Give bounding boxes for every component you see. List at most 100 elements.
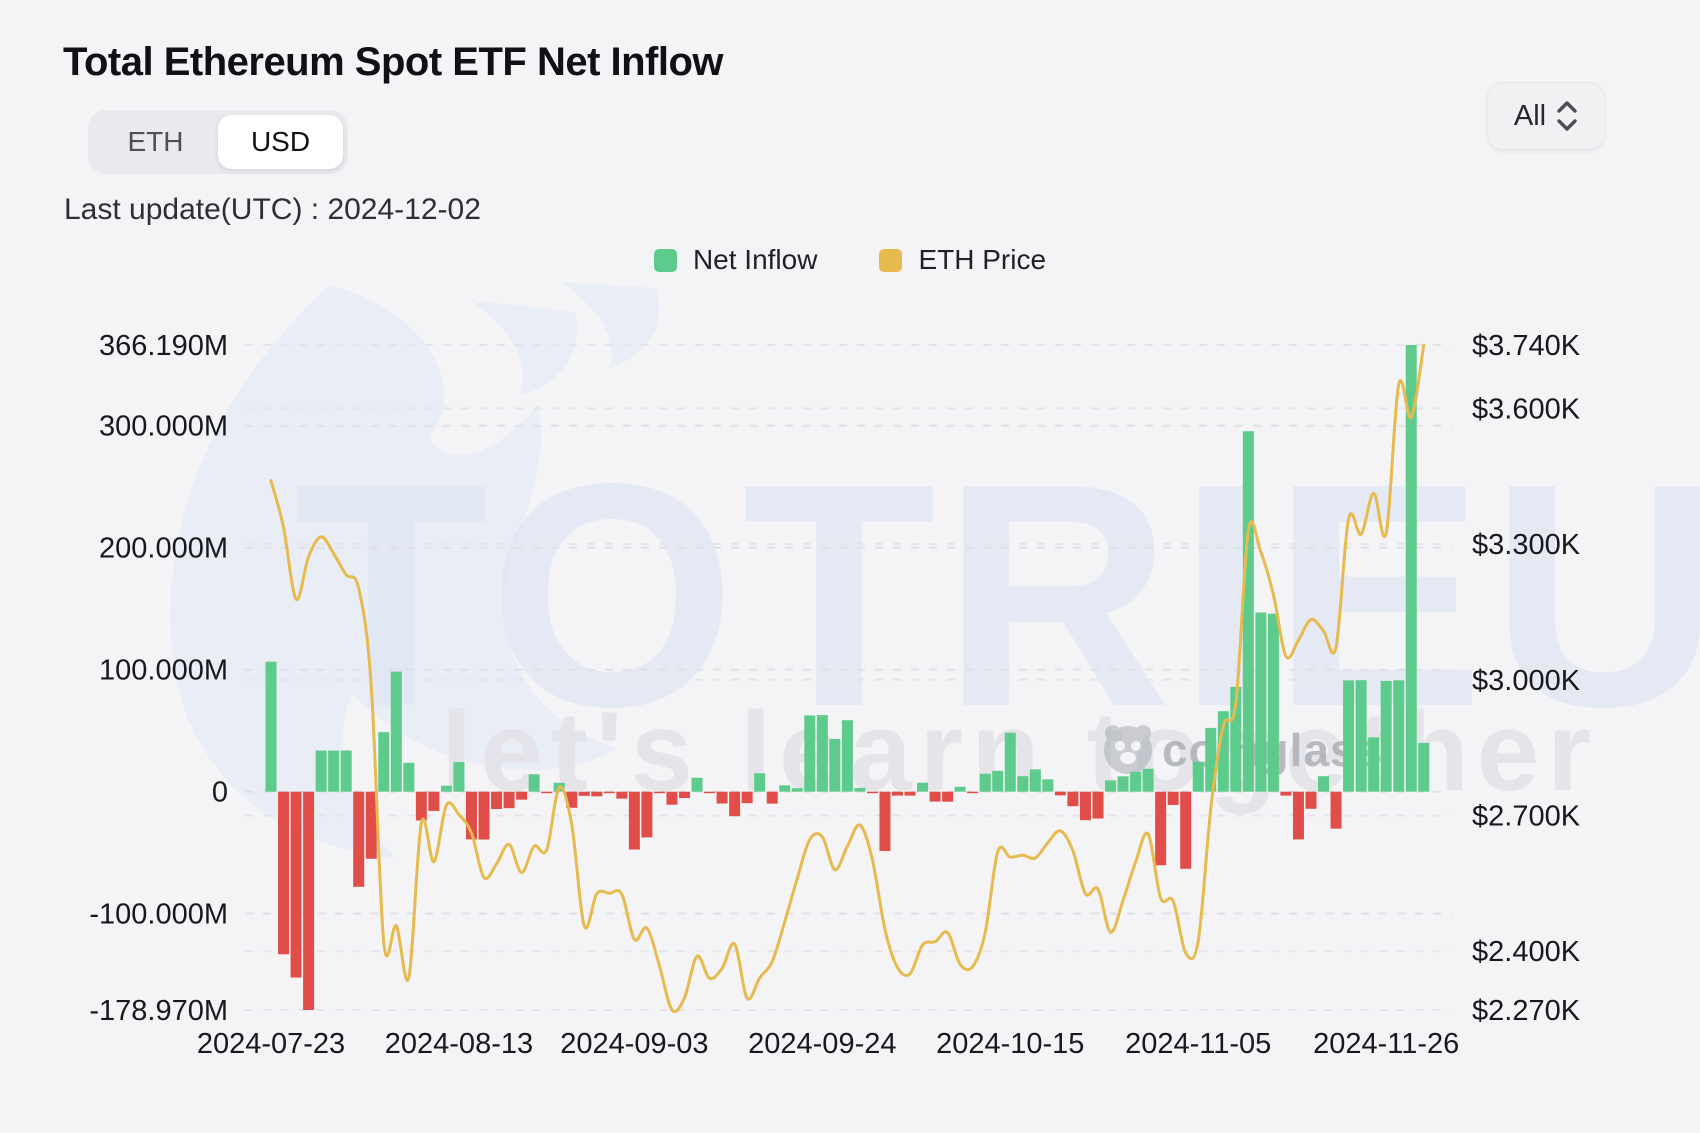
net-inflow-bar[interactable] [1355, 680, 1367, 792]
net-inflow-bar[interactable] [378, 732, 390, 792]
net-inflow-bar[interactable] [1380, 680, 1392, 792]
net-inflow-bar[interactable] [829, 738, 841, 792]
net-inflow-bar[interactable] [1255, 612, 1267, 792]
net-inflow-bar[interactable] [1180, 791, 1192, 869]
net-inflow-bar[interactable] [453, 762, 465, 792]
toggle-eth-button[interactable]: ETH [127, 126, 184, 157]
net-inflow-bar[interactable] [1292, 791, 1304, 840]
net-inflow-bar[interactable] [541, 791, 553, 794]
net-inflow-bar[interactable] [704, 791, 716, 794]
net-inflow-bar[interactable] [616, 791, 628, 799]
net-inflow-bar[interactable] [741, 791, 753, 804]
net-inflow-bar[interactable] [1330, 791, 1342, 829]
net-inflow-bar[interactable] [804, 715, 816, 792]
net-inflow-bar[interactable] [1167, 791, 1179, 805]
net-inflow-bar[interactable] [691, 777, 703, 792]
net-inflow-bar[interactable] [1230, 686, 1242, 792]
net-inflow-bar[interactable] [641, 791, 653, 838]
net-inflow-bar[interactable] [1418, 742, 1430, 792]
net-inflow-bar[interactable] [1305, 791, 1317, 809]
net-inflow-bar[interactable] [628, 791, 640, 850]
net-inflow-bar[interactable] [340, 750, 352, 792]
net-inflow-bar[interactable] [415, 791, 427, 821]
net-inflow-bar[interactable] [491, 791, 503, 810]
net-inflow-bar[interactable] [854, 787, 866, 792]
net-inflow-bar[interactable] [1067, 791, 1079, 807]
net-inflow-bar[interactable] [403, 762, 415, 792]
net-inflow-bar[interactable] [1079, 791, 1091, 821]
net-inflow-bar[interactable] [603, 791, 615, 794]
net-inflow-bar[interactable] [390, 671, 402, 792]
net-inflow-bar[interactable] [566, 791, 578, 808]
net-inflow-bar[interactable] [265, 661, 277, 792]
net-inflow-bar[interactable] [1318, 776, 1330, 792]
net-inflow-bar[interactable] [516, 791, 528, 800]
net-inflow-bar[interactable] [465, 791, 477, 840]
net-inflow-bar[interactable] [866, 791, 878, 794]
net-inflow-bar[interactable] [428, 791, 440, 811]
net-inflow-bar[interactable] [1130, 771, 1142, 792]
net-inflow-bar[interactable] [954, 786, 966, 792]
net-inflow-bar[interactable] [353, 791, 365, 887]
net-inflow-bar[interactable] [791, 788, 803, 792]
net-inflow-bar[interactable] [1393, 680, 1405, 792]
net-inflow-bar[interactable] [766, 791, 778, 804]
net-inflow-bar[interactable] [1042, 779, 1054, 792]
net-inflow-bar[interactable] [591, 791, 603, 797]
net-inflow-bar[interactable] [879, 791, 891, 851]
net-inflow-bar[interactable] [1105, 780, 1117, 792]
net-inflow-bar[interactable] [1092, 791, 1104, 819]
net-inflow-bar[interactable] [1343, 680, 1355, 792]
net-inflow-bar[interactable] [917, 782, 929, 792]
net-inflow-bar[interactable] [1017, 776, 1029, 792]
net-inflow-bar[interactable] [841, 720, 853, 792]
net-inflow-bar[interactable] [653, 791, 665, 794]
net-inflow-bar[interactable] [290, 791, 302, 978]
net-inflow-bar[interactable] [1405, 345, 1417, 792]
net-inflow-bar[interactable] [929, 791, 941, 802]
net-inflow-bar[interactable] [1192, 761, 1204, 792]
net-inflow-bar[interactable] [1142, 768, 1154, 792]
net-inflow-bar[interactable] [1004, 732, 1016, 792]
net-inflow-bar[interactable] [1267, 613, 1279, 792]
net-inflow-bar[interactable] [1029, 769, 1041, 792]
net-inflow-bar[interactable] [754, 773, 766, 792]
legend-item-net-inflow[interactable]: Net Inflow [653, 244, 817, 276]
net-inflow-bar[interactable] [365, 791, 377, 859]
net-inflow-bar[interactable] [315, 750, 327, 792]
currency-toggle[interactable]: ETH USD [88, 110, 348, 174]
net-inflow-bar[interactable] [278, 791, 290, 955]
net-inflow-bar[interactable] [1217, 711, 1229, 792]
net-inflow-bar[interactable] [1155, 791, 1167, 866]
net-inflow-bar[interactable] [1368, 737, 1380, 792]
net-inflow-bar[interactable] [816, 715, 828, 792]
net-inflow-bar[interactable] [678, 791, 690, 799]
net-inflow-bar[interactable] [942, 791, 954, 802]
net-inflow-bar[interactable] [503, 791, 515, 809]
net-inflow-bar[interactable] [440, 785, 452, 792]
net-inflow-bar[interactable] [992, 770, 1004, 792]
net-inflow-bar[interactable] [716, 791, 728, 804]
net-inflow-bar[interactable] [729, 791, 741, 817]
net-inflow-bar[interactable] [892, 791, 903, 796]
eth-price-line[interactable] [269, 343, 1426, 1014]
net-inflow-bar[interactable] [666, 791, 678, 805]
net-inflow-bar[interactable] [904, 791, 916, 796]
net-inflow-bar[interactable] [1205, 727, 1217, 792]
net-inflow-bar[interactable] [779, 785, 791, 792]
net-inflow-bar[interactable] [1117, 776, 1129, 792]
net-inflow-bar[interactable] [328, 750, 340, 792]
toggle-usd-button[interactable]: USD [218, 115, 343, 169]
net-inflow-bar[interactable] [303, 791, 315, 1010]
net-inflow-bar[interactable] [478, 791, 490, 840]
net-inflow-bar[interactable] [528, 774, 540, 792]
net-inflow-bar[interactable] [979, 773, 991, 792]
net-inflow-bar[interactable] [967, 791, 979, 794]
net-inflow-bar[interactable] [1242, 431, 1254, 792]
net-inflow-bar[interactable] [578, 791, 590, 796]
legend-item-eth-price[interactable]: ETH Price [879, 244, 1046, 276]
net-inflow-bar[interactable] [1054, 791, 1066, 796]
net-inflow-bar[interactable] [1280, 791, 1292, 796]
range-selector[interactable]: All [1487, 82, 1605, 150]
